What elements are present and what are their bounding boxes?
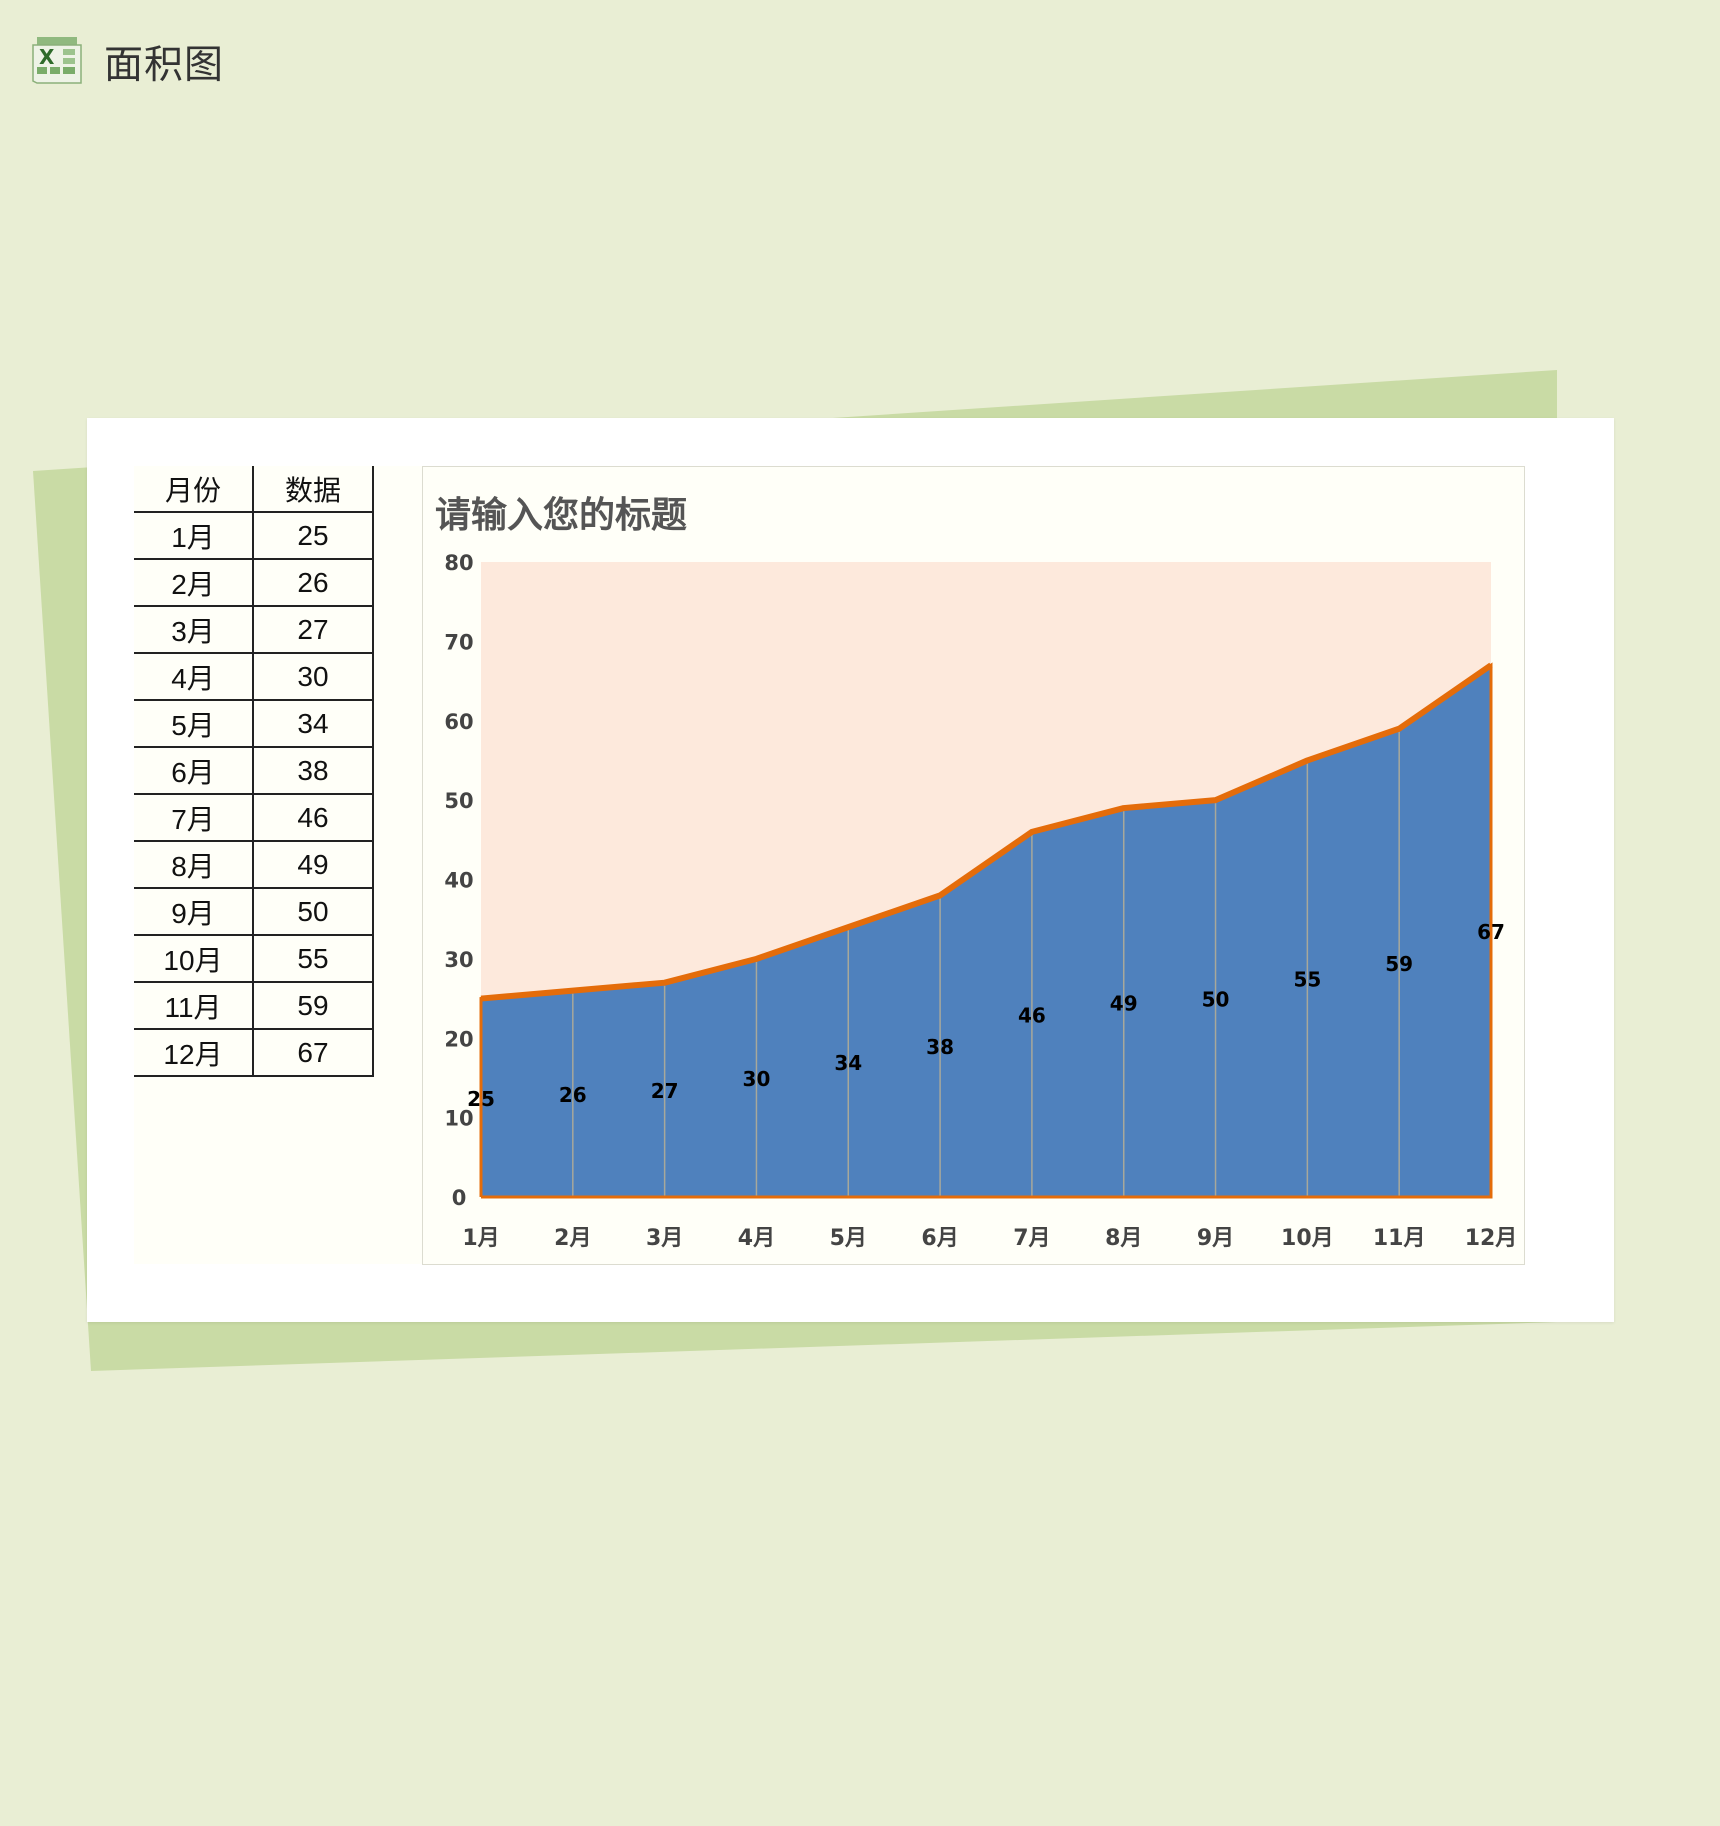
cell-value[interactable]: 59	[253, 982, 374, 1030]
cell-value[interactable]: 34	[253, 700, 374, 748]
x-tick-label: 7月	[1013, 1226, 1050, 1251]
data-label: 25	[467, 1087, 495, 1111]
x-tick-label: 5月	[830, 1226, 867, 1251]
svg-text:X: X	[39, 45, 55, 69]
cell-value[interactable]: 67	[253, 1029, 374, 1077]
table-row: 6月 38	[134, 747, 374, 795]
y-tick-label: 0	[452, 1186, 467, 1210]
x-tick-label: 9月	[1197, 1226, 1234, 1251]
cell-value[interactable]: 27	[253, 606, 374, 654]
x-tick-label: 10月	[1281, 1226, 1334, 1251]
y-tick-label: 50	[444, 789, 473, 813]
x-tick-label: 1月	[462, 1226, 499, 1251]
cell-month[interactable]: 2月	[134, 559, 254, 607]
area-chart: 请输入您的标题 0 10 20 30 40 50 60 70 80 1月 2月 3月 4月 5月 6月 7月 8月…	[435, 495, 1518, 1251]
x-tick-label: 8月	[1105, 1226, 1142, 1251]
data-label: 26	[559, 1083, 587, 1107]
y-tick-label: 30	[444, 948, 473, 972]
area-series	[481, 665, 1491, 1197]
cell-month[interactable]: 7月	[134, 794, 254, 842]
cell-value[interactable]: 30	[253, 653, 374, 701]
cell-month[interactable]: 5月	[134, 700, 254, 748]
table-row: 5月 34	[134, 700, 374, 748]
data-label: 34	[834, 1051, 862, 1075]
x-tick-label: 4月	[738, 1226, 775, 1251]
cell-value[interactable]: 49	[253, 841, 374, 889]
cell-month[interactable]: 3月	[134, 606, 254, 654]
x-tick-label: 11月	[1373, 1226, 1426, 1251]
table-row: 1月 25	[134, 512, 374, 560]
cell-month[interactable]: 1月	[134, 512, 254, 560]
table-row: 11月 59	[134, 982, 374, 1030]
data-label: 67	[1477, 920, 1505, 944]
cell-value[interactable]: 50	[253, 888, 374, 936]
y-tick-label: 80	[444, 551, 473, 575]
table-row: 8月 49	[134, 841, 374, 889]
y-tick-label: 60	[444, 710, 473, 734]
cell-month[interactable]: 11月	[134, 982, 254, 1030]
cell-value[interactable]: 25	[253, 512, 374, 560]
cell-month[interactable]: 4月	[134, 653, 254, 701]
data-label: 49	[1110, 992, 1138, 1016]
y-tick-label: 40	[444, 869, 473, 893]
chart-frame[interactable]: 请输入您的标题 0 10 20 30 40 50 60 70 80 1月 2月 3月 4月 5月 6月 7月 8月…	[422, 466, 1525, 1265]
cell-value[interactable]: 55	[253, 935, 374, 983]
data-label: 59	[1385, 952, 1413, 976]
x-tick-label: 2月	[554, 1226, 591, 1251]
data-label: 46	[1018, 1003, 1046, 1027]
cell-value[interactable]: 46	[253, 794, 374, 842]
page-title: 面积图	[104, 43, 225, 88]
cell-value[interactable]: 26	[253, 559, 374, 607]
data-label: 27	[651, 1079, 679, 1103]
excel-icon: X	[31, 33, 85, 85]
data-label: 30	[743, 1067, 771, 1091]
x-tick-label: 12月	[1465, 1226, 1518, 1251]
table-row: 9月 50	[134, 888, 374, 936]
cell-month[interactable]: 6月	[134, 747, 254, 795]
data-label: 38	[926, 1035, 954, 1059]
cell-month[interactable]: 12月	[134, 1029, 254, 1077]
data-label: 50	[1202, 988, 1230, 1012]
y-tick-label: 70	[444, 630, 473, 654]
table-row: 2月 26	[134, 559, 374, 607]
data-table: 月份 数据 1月 25 2月 26 3月 27 4月 30 5月 34 6月 38 7月 46 8月 49 9月…	[134, 466, 374, 1077]
data-label: 55	[1293, 968, 1321, 992]
table-row: 4月 30	[134, 653, 374, 701]
cell-month[interactable]: 10月	[134, 935, 254, 983]
x-tick-label: 6月	[921, 1226, 958, 1251]
y-tick-label: 20	[444, 1027, 473, 1051]
series-line	[480, 662, 1493, 1002]
y-tick-label: 10	[444, 1107, 473, 1131]
column-header-value: 数据	[253, 466, 374, 513]
table-row: 10月 55	[134, 935, 374, 983]
x-tick-label: 3月	[646, 1226, 683, 1251]
cell-month[interactable]: 9月	[134, 888, 254, 936]
column-header-month: 月份	[134, 466, 254, 513]
table-row: 7月 46	[134, 794, 374, 842]
chart-title: 请输入您的标题	[435, 495, 687, 536]
cell-month[interactable]: 8月	[134, 841, 254, 889]
table-row: 3月 27	[134, 606, 374, 654]
table-row: 12月 67	[134, 1029, 374, 1077]
table-header-row: 月份 数据	[134, 466, 374, 513]
cell-value[interactable]: 38	[253, 747, 374, 795]
